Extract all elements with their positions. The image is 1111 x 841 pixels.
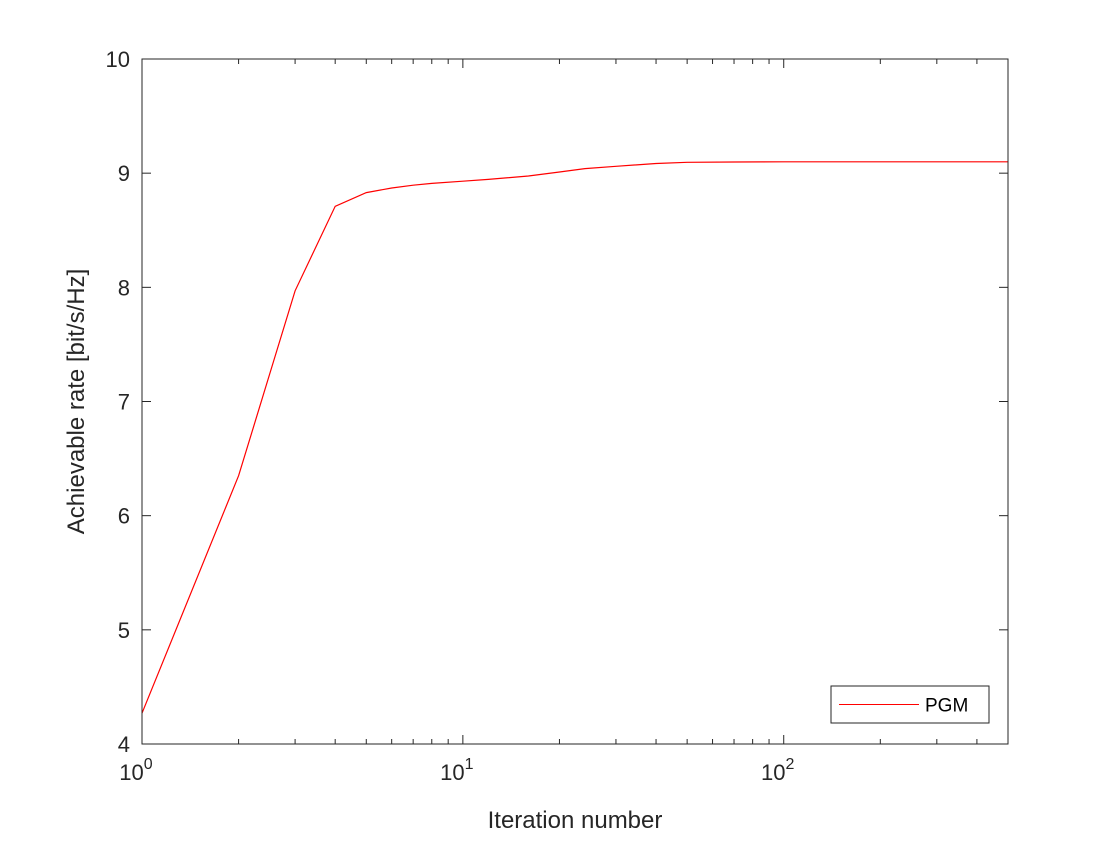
series-line-pgm: [141, 161, 1008, 714]
y-tick-label: 10: [106, 47, 130, 72]
tick-labels: 100 101 102 4 5 6 7 8 9 10: [106, 47, 795, 785]
y-tick-label: 5: [118, 618, 130, 643]
y-tick-label: 9: [118, 161, 130, 186]
x-tick-label: 101: [440, 756, 473, 785]
y-axis-title: Achievable rate [bit/s/Hz]: [63, 269, 90, 534]
y-tick-label: 4: [118, 732, 130, 757]
legend-label-pgm: PGM: [925, 696, 968, 717]
x-tick-label: 102: [761, 756, 794, 785]
minor-ticks: [238, 59, 978, 744]
y-tick-label: 6: [118, 504, 130, 529]
y-tick-label: 8: [118, 275, 130, 300]
x-axis-title: Iteration number: [488, 807, 663, 834]
legend: PGM: [830, 685, 990, 724]
y-tick-label: 7: [118, 390, 130, 415]
axes-box: [141, 58, 1009, 745]
series-group: [141, 161, 1008, 714]
x-tick-label: 100: [119, 756, 152, 785]
